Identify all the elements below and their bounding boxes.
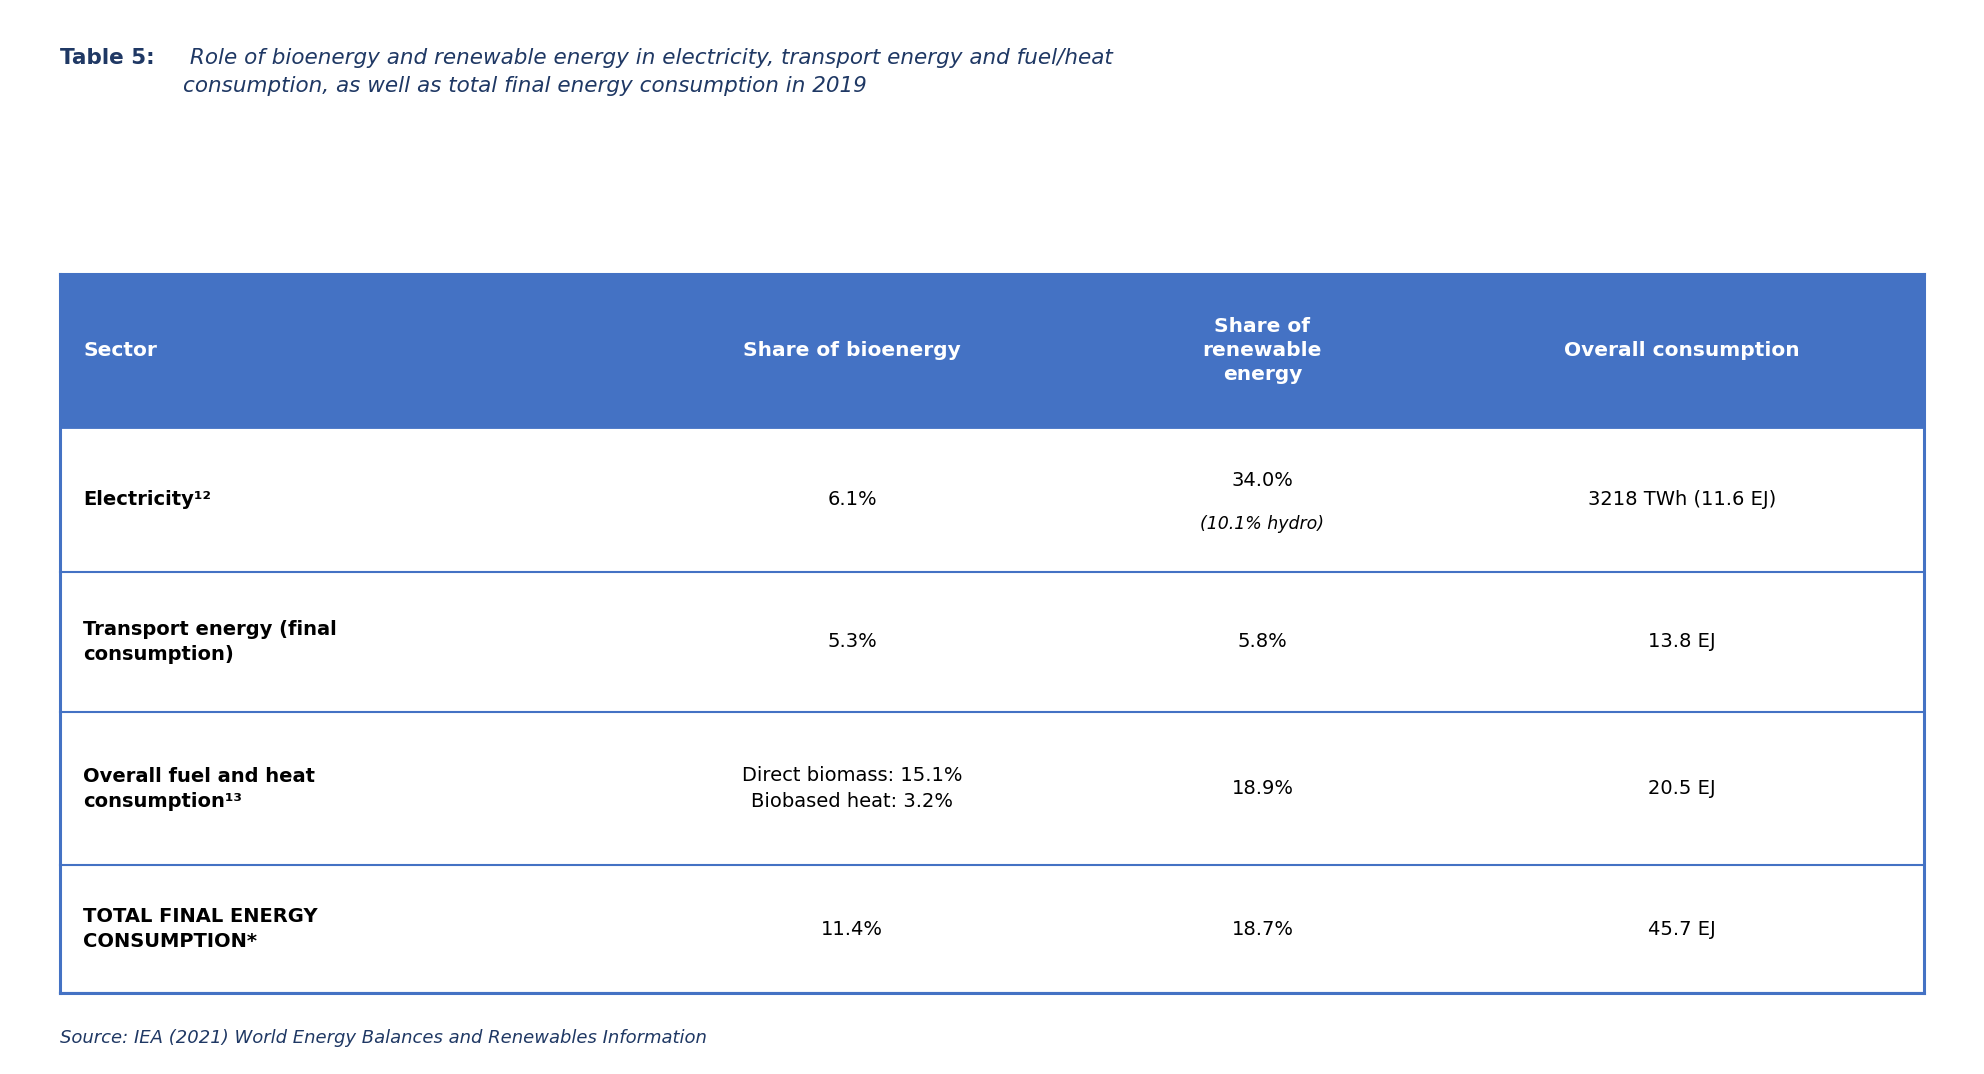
Text: 18.9%: 18.9% <box>1232 780 1294 798</box>
Bar <box>60 426 1924 571</box>
Text: 3218 TWh (11.6 EJ): 3218 TWh (11.6 EJ) <box>1587 490 1776 509</box>
Text: Overall consumption: Overall consumption <box>1563 340 1799 360</box>
Text: Overall fuel and heat
consumption¹³: Overall fuel and heat consumption¹³ <box>83 767 315 811</box>
Text: Direct biomass: 15.1%
Biobased heat: 3.2%: Direct biomass: 15.1% Biobased heat: 3.2… <box>742 767 962 811</box>
Text: 13.8 EJ: 13.8 EJ <box>1649 633 1716 652</box>
Text: 34.0%: 34.0% <box>1232 470 1294 490</box>
Text: Share of bioenergy: Share of bioenergy <box>744 340 960 360</box>
Text: 11.4%: 11.4% <box>821 919 883 939</box>
Text: Table 5:: Table 5: <box>60 48 155 69</box>
Text: TOTAL FINAL ENERGY
CONSUMPTION*: TOTAL FINAL ENERGY CONSUMPTION* <box>83 908 317 952</box>
Bar <box>60 712 1924 866</box>
Text: 18.7%: 18.7% <box>1232 919 1294 939</box>
Text: Sector: Sector <box>83 340 157 360</box>
Text: Transport energy (final
consumption): Transport energy (final consumption) <box>83 620 337 664</box>
Text: Source: IEA (2021) World Energy Balances and Renewables Information: Source: IEA (2021) World Energy Balances… <box>60 1029 706 1047</box>
Text: Electricity¹²: Electricity¹² <box>83 490 212 509</box>
Text: 20.5 EJ: 20.5 EJ <box>1649 780 1716 798</box>
Bar <box>60 866 1924 993</box>
Text: (10.1% hydro): (10.1% hydro) <box>1200 514 1325 533</box>
Bar <box>60 274 1924 426</box>
Text: 5.3%: 5.3% <box>827 633 877 652</box>
Bar <box>60 571 1924 712</box>
Text: Share of
renewable
energy: Share of renewable energy <box>1202 317 1321 384</box>
Text: 45.7 EJ: 45.7 EJ <box>1649 919 1716 939</box>
Text: 5.8%: 5.8% <box>1238 633 1288 652</box>
Text: 6.1%: 6.1% <box>827 490 877 509</box>
Text: Role of bioenergy and renewable energy in electricity, transport energy and fuel: Role of bioenergy and renewable energy i… <box>183 48 1113 96</box>
